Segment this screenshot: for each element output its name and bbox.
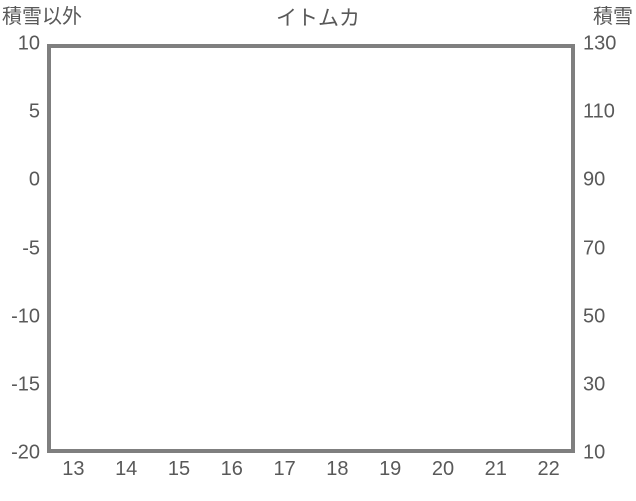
y-left-tick--20: -20 — [11, 441, 40, 464]
y-left-tick--10: -10 — [11, 305, 40, 328]
right-axis-title: 積雪 — [593, 6, 633, 28]
y-right-tick-130: 130 — [583, 32, 617, 55]
left-axis-title: 積雪以外 — [2, 6, 82, 28]
y-right-tick-50: 50 — [583, 305, 606, 328]
x-tick-14: 14 — [115, 458, 138, 480]
y-right-tick-90: 90 — [583, 168, 606, 191]
y-right-tick-30: 30 — [583, 373, 606, 396]
y-right-tick-70: 70 — [583, 237, 606, 259]
x-axis-tick-labels: 13 14 15 16 17 18 19 20 21 22 — [47, 458, 575, 498]
x-tick-17: 17 — [273, 458, 296, 480]
y-left-tick-0: 0 — [28, 168, 40, 191]
y-right-tick-110: 110 — [583, 100, 615, 123]
x-tick-16: 16 — [220, 458, 243, 480]
x-tick-19: 19 — [379, 458, 402, 480]
y-left-tick-5: 5 — [28, 100, 40, 123]
x-tick-13: 13 — [62, 458, 85, 480]
x-tick-15: 15 — [167, 458, 191, 480]
y-left-tick--5: -5 — [22, 237, 40, 259]
plot-area — [47, 44, 575, 453]
y-right-tick-10: 10 — [583, 441, 606, 464]
x-tick-21: 21 — [484, 458, 507, 480]
plot-frame — [47, 44, 575, 453]
chart-title: イトムカ — [276, 7, 360, 30]
y-axis-right-tick-labels: 130 110 90 70 50 30 10 — [579, 33, 636, 464]
x-tick-18: 18 — [326, 458, 349, 480]
y-axis-left-tick-labels: 10 5 0 -5 -10 -15 -20 — [0, 33, 43, 464]
x-tick-22: 22 — [537, 458, 560, 480]
x-tick-20: 20 — [431, 458, 455, 480]
y-left-tick--15: -15 — [11, 373, 40, 396]
y-left-tick-10: 10 — [17, 32, 40, 55]
